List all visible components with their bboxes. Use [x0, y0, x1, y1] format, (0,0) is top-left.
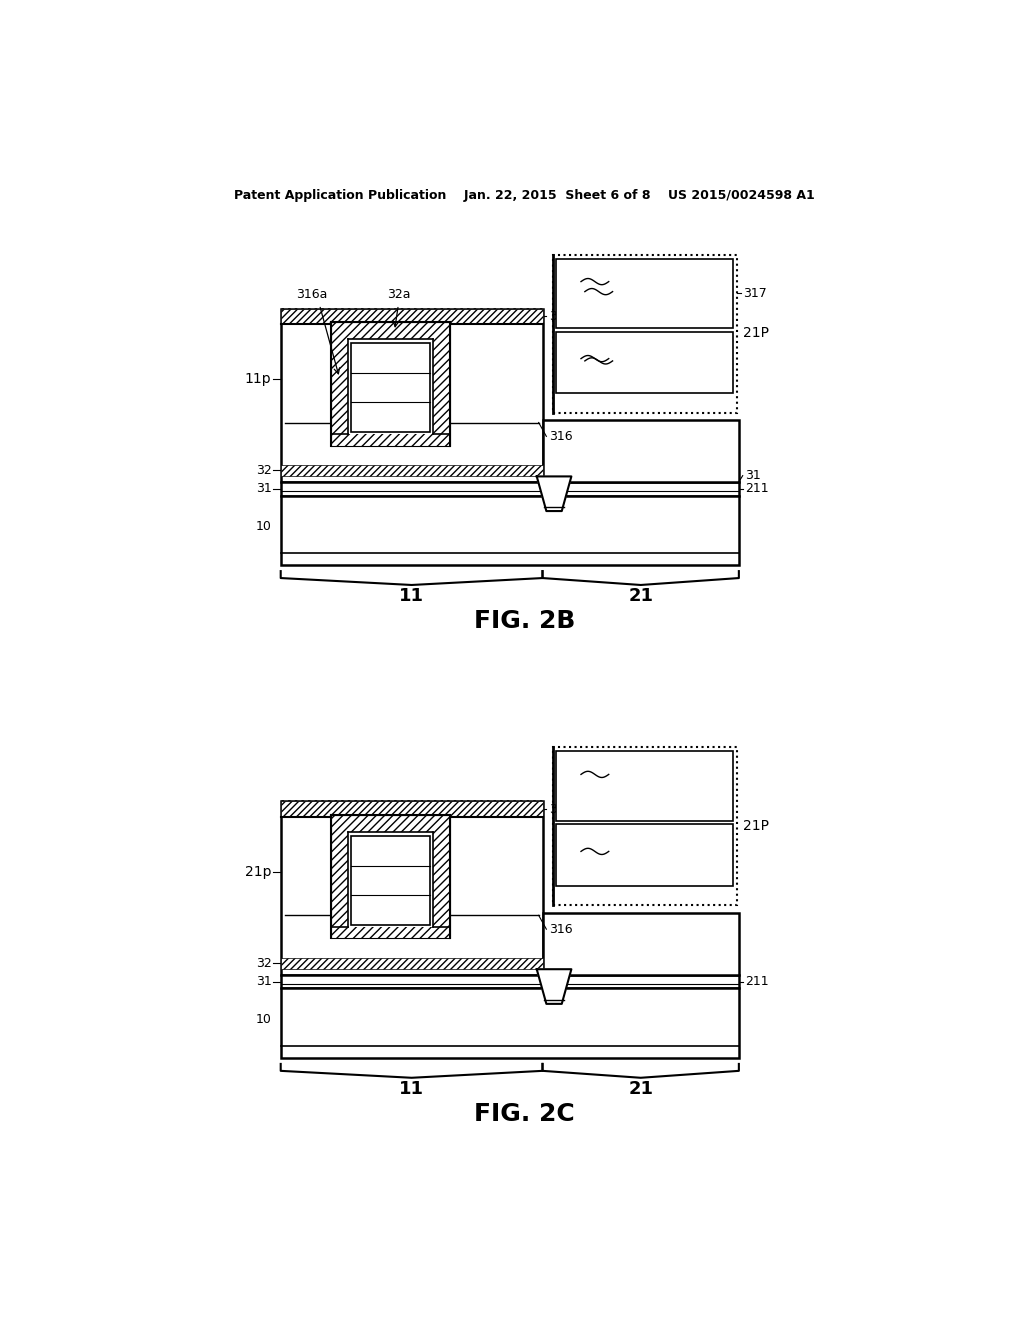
Text: 21: 21 [628, 1080, 653, 1097]
Text: 317: 317 [549, 310, 572, 323]
Text: 317: 317 [614, 768, 638, 781]
Text: FIG. 2B: FIG. 2B [474, 609, 575, 634]
Text: 31: 31 [256, 975, 271, 989]
Bar [351, 836, 430, 924]
Bar [556, 259, 733, 327]
Text: 317: 317 [743, 286, 767, 300]
Bar [553, 255, 737, 412]
Polygon shape [537, 477, 571, 511]
Bar [331, 322, 451, 446]
Text: FIG. 2C: FIG. 2C [474, 1102, 575, 1126]
Bar [331, 322, 451, 446]
Bar [556, 751, 733, 821]
Bar [281, 496, 739, 565]
Text: 31': 31' [547, 977, 565, 990]
Text: 21P: 21P [743, 818, 769, 833]
Bar [281, 309, 543, 482]
Bar [556, 825, 733, 886]
Text: 31: 31 [256, 482, 271, 495]
Text: 316: 316 [614, 352, 638, 366]
Bar [281, 958, 543, 969]
Bar [348, 339, 433, 434]
Bar [281, 801, 543, 974]
Bar [556, 331, 733, 393]
Text: 21: 21 [628, 587, 653, 605]
Text: 32a: 32a [387, 288, 411, 301]
Text: 317: 317 [549, 803, 572, 816]
Bar [281, 989, 739, 1057]
Text: Patent Application Publication    Jan. 22, 2015  Sheet 6 of 8    US 2015/0024598: Patent Application Publication Jan. 22, … [234, 189, 815, 202]
Text: 211: 211 [745, 975, 769, 989]
Bar [281, 974, 739, 989]
Text: 32: 32 [256, 957, 271, 970]
Text: 10: 10 [256, 520, 271, 533]
Bar [348, 832, 433, 927]
Text: 10: 10 [256, 1012, 271, 1026]
Text: 316: 316 [549, 923, 572, 936]
Text: 211: 211 [745, 482, 769, 495]
Bar [281, 465, 543, 477]
Polygon shape [537, 969, 571, 1003]
Bar [543, 913, 739, 974]
Text: 32: 32 [256, 463, 271, 477]
Text: 316: 316 [614, 845, 638, 858]
Text: 316a: 316a [296, 288, 328, 301]
Bar [553, 747, 737, 906]
Text: 21P: 21P [743, 326, 769, 341]
Bar [281, 309, 543, 323]
Text: 11: 11 [399, 1080, 424, 1097]
Bar [281, 482, 739, 496]
Text: 316: 316 [549, 430, 572, 444]
Text: 11: 11 [399, 587, 424, 605]
Bar [281, 801, 543, 817]
Text: 21p: 21p [245, 865, 271, 879]
Text: 31: 31 [745, 469, 761, 482]
Text: 317: 317 [614, 275, 638, 288]
Bar [331, 816, 451, 939]
Bar [331, 816, 451, 939]
Bar [543, 420, 739, 482]
Text: 11p: 11p [245, 372, 271, 387]
Bar [351, 343, 430, 432]
